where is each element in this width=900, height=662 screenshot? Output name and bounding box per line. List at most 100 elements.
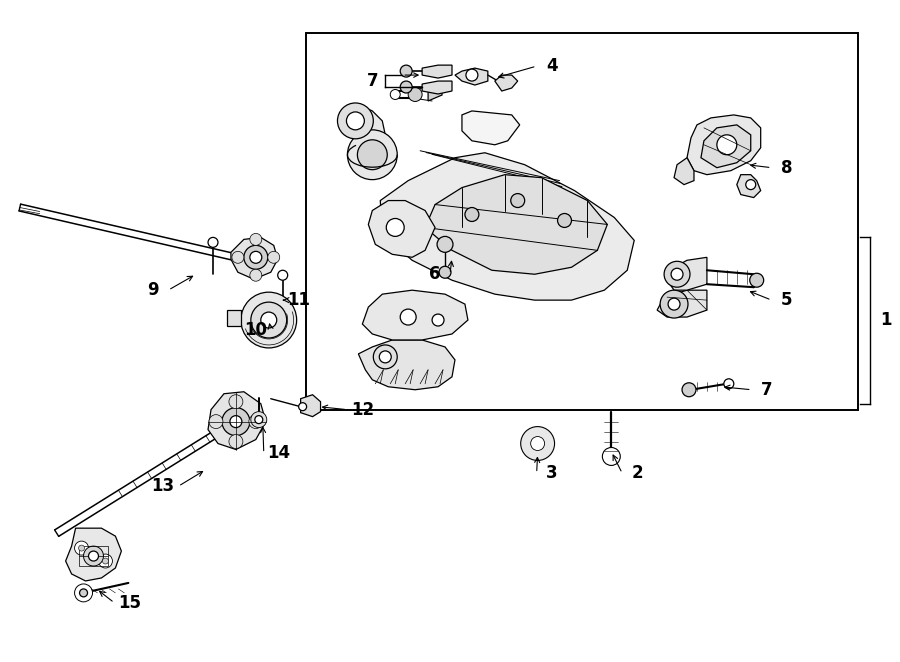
Circle shape — [78, 545, 85, 551]
Text: 6: 6 — [429, 265, 441, 283]
Polygon shape — [208, 392, 266, 449]
Circle shape — [347, 130, 397, 179]
Bar — [306, 33, 859, 410]
Polygon shape — [462, 111, 519, 145]
Circle shape — [521, 426, 554, 461]
Circle shape — [278, 270, 288, 280]
Bar — [78, 546, 108, 566]
Text: 5: 5 — [781, 291, 792, 309]
Text: 11: 11 — [287, 291, 310, 309]
Circle shape — [346, 112, 364, 130]
Circle shape — [660, 290, 688, 318]
Polygon shape — [231, 238, 278, 279]
Circle shape — [250, 234, 262, 246]
Polygon shape — [495, 75, 518, 91]
Circle shape — [466, 69, 478, 81]
Circle shape — [88, 551, 98, 561]
Circle shape — [232, 252, 244, 263]
Circle shape — [268, 252, 280, 263]
Polygon shape — [343, 105, 385, 145]
Circle shape — [602, 448, 620, 465]
Circle shape — [750, 273, 764, 287]
Circle shape — [75, 584, 93, 602]
Circle shape — [79, 589, 87, 597]
Circle shape — [682, 383, 696, 397]
Polygon shape — [381, 153, 634, 300]
Text: 8: 8 — [781, 159, 792, 177]
Circle shape — [400, 309, 416, 325]
Circle shape — [432, 314, 444, 326]
Polygon shape — [368, 201, 435, 258]
Circle shape — [255, 416, 263, 424]
Polygon shape — [674, 158, 694, 185]
Circle shape — [746, 179, 756, 189]
Circle shape — [98, 554, 112, 568]
Polygon shape — [227, 310, 241, 326]
Circle shape — [465, 207, 479, 222]
Circle shape — [222, 408, 250, 436]
Polygon shape — [425, 175, 608, 274]
Circle shape — [724, 379, 733, 389]
Text: 14: 14 — [267, 444, 291, 463]
Circle shape — [103, 558, 108, 564]
Circle shape — [437, 236, 453, 252]
Circle shape — [251, 412, 266, 428]
Circle shape — [374, 345, 397, 369]
Circle shape — [84, 546, 104, 566]
Text: 1: 1 — [880, 311, 892, 329]
Circle shape — [299, 402, 307, 410]
Text: 7: 7 — [366, 72, 378, 90]
Circle shape — [229, 395, 243, 408]
Circle shape — [338, 103, 374, 139]
Circle shape — [241, 292, 297, 348]
Polygon shape — [667, 258, 706, 290]
Text: 13: 13 — [151, 477, 175, 495]
Circle shape — [668, 298, 680, 310]
Polygon shape — [363, 290, 468, 340]
Circle shape — [244, 246, 268, 269]
Circle shape — [250, 252, 262, 263]
Circle shape — [251, 302, 287, 338]
Circle shape — [208, 238, 218, 248]
Circle shape — [717, 135, 737, 155]
Circle shape — [400, 81, 412, 93]
Circle shape — [671, 268, 683, 280]
Text: 15: 15 — [118, 594, 141, 612]
Circle shape — [400, 65, 412, 77]
Circle shape — [75, 541, 88, 555]
Polygon shape — [657, 290, 706, 317]
Polygon shape — [301, 395, 320, 416]
Circle shape — [250, 269, 262, 281]
Text: 3: 3 — [545, 465, 557, 483]
Circle shape — [379, 351, 392, 363]
Polygon shape — [687, 115, 760, 175]
Text: 12: 12 — [351, 401, 374, 418]
Polygon shape — [422, 65, 452, 78]
Polygon shape — [358, 340, 455, 390]
Text: 4: 4 — [545, 57, 557, 75]
Polygon shape — [422, 81, 452, 94]
Text: 10: 10 — [244, 321, 267, 339]
Circle shape — [531, 436, 544, 451]
Text: 9: 9 — [148, 281, 159, 299]
Circle shape — [261, 312, 276, 328]
Polygon shape — [428, 85, 442, 101]
Circle shape — [248, 414, 263, 428]
Polygon shape — [66, 528, 122, 581]
Circle shape — [209, 414, 223, 428]
Circle shape — [409, 87, 422, 101]
Circle shape — [357, 140, 387, 169]
Polygon shape — [455, 68, 488, 85]
Circle shape — [229, 434, 243, 448]
Polygon shape — [737, 175, 760, 197]
Circle shape — [230, 416, 242, 428]
Circle shape — [386, 218, 404, 236]
Polygon shape — [701, 125, 751, 167]
Text: 7: 7 — [760, 381, 772, 399]
Circle shape — [439, 266, 451, 278]
Circle shape — [664, 261, 690, 287]
Circle shape — [391, 89, 401, 99]
Circle shape — [557, 214, 572, 228]
Text: 2: 2 — [632, 465, 643, 483]
Circle shape — [510, 193, 525, 207]
